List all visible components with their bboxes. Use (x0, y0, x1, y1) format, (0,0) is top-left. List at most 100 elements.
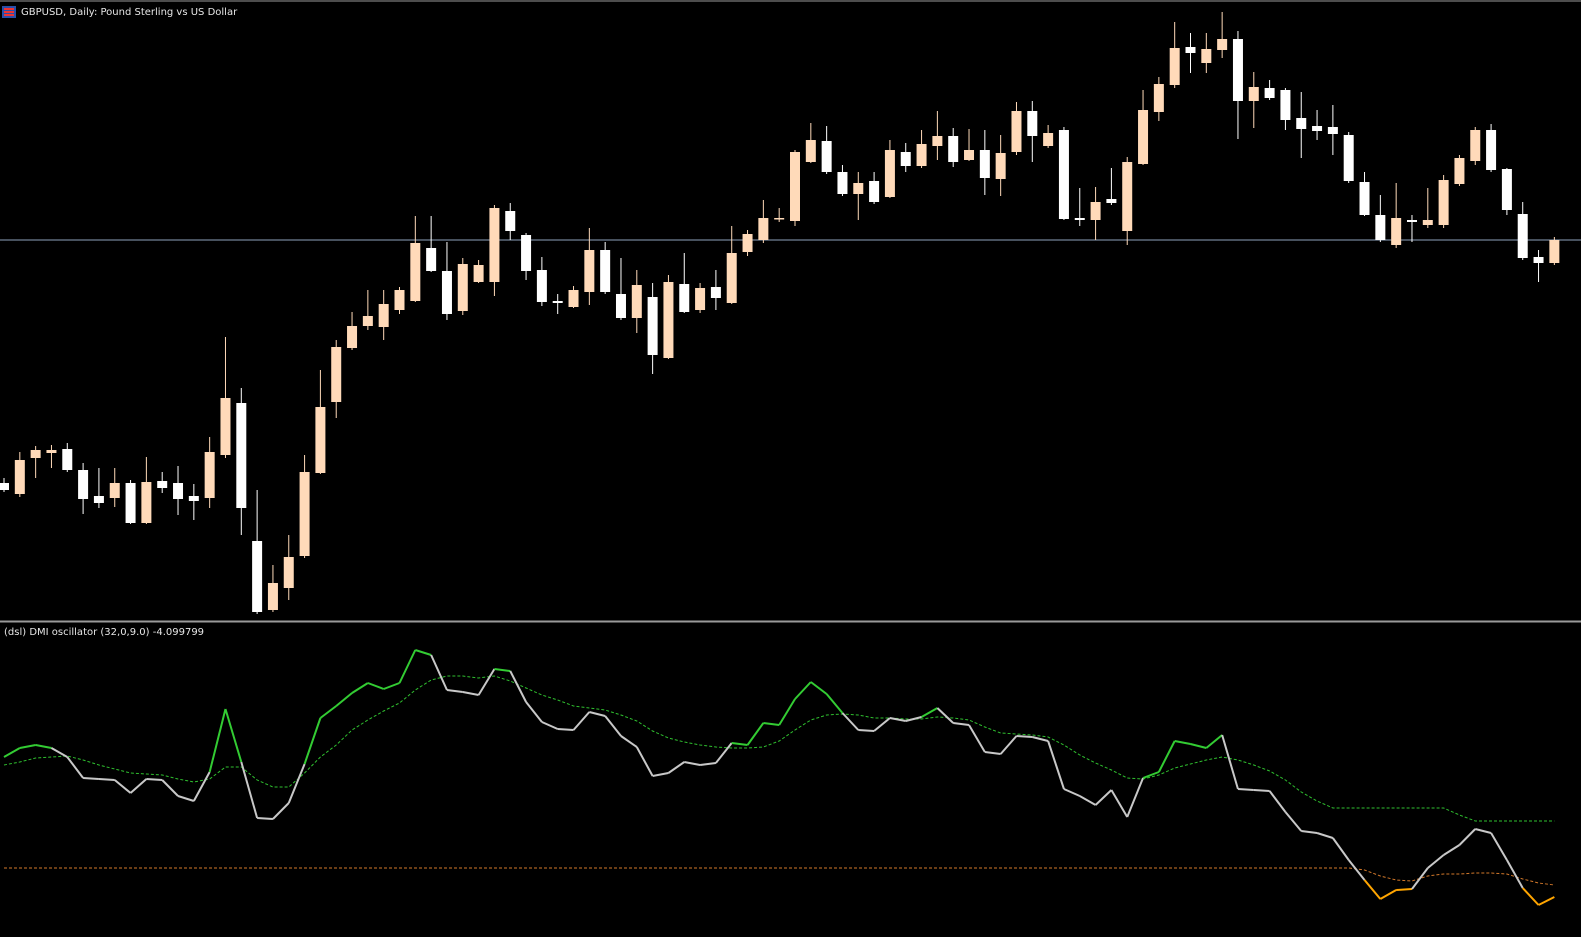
level-line (4, 867, 1555, 886)
oscillator-segment (1094, 789, 1113, 806)
oscillator-segment (1157, 740, 1176, 773)
candle-body (742, 234, 753, 252)
oscillator-segment (1205, 734, 1223, 749)
oscillator-segment (3, 747, 21, 758)
candle-body (916, 144, 927, 166)
candle-body (78, 470, 89, 499)
oscillator-segment (1521, 887, 1540, 906)
candle-body (1470, 130, 1481, 161)
candle-body (347, 326, 358, 348)
candle-body (204, 452, 215, 498)
signal-line (3, 675, 1555, 822)
candle-body (1486, 130, 1497, 170)
candle-body (1248, 87, 1259, 101)
oscillator-segment (1063, 788, 1081, 797)
candle-body (283, 557, 294, 588)
candle-body (1106, 199, 1117, 203)
candle-body (125, 483, 136, 523)
candle-body (236, 403, 247, 508)
oscillator-segment (1475, 828, 1492, 834)
candle-body (62, 449, 73, 470)
oscillator-segment (19, 744, 36, 749)
oscillator-segment (825, 693, 844, 714)
candle-body (979, 150, 990, 178)
oscillator-segment (114, 779, 132, 794)
oscillator-segment (430, 654, 448, 691)
symbol-icon (2, 6, 16, 18)
oscillator-segment (98, 778, 115, 781)
oscillator-segment (367, 682, 385, 690)
candle-body (426, 248, 437, 271)
oscillator-segment (415, 649, 432, 656)
oscillator-segment (525, 701, 543, 723)
candle-body (1312, 126, 1323, 131)
candle-body (726, 253, 737, 303)
candle-body (46, 450, 57, 453)
oscillator-segment (1443, 844, 1460, 856)
oscillator-segment (398, 649, 417, 684)
oscillator-segment (746, 722, 765, 746)
oscillator-segment (351, 682, 369, 694)
oscillator-segment (1538, 896, 1555, 906)
candle-body (299, 472, 310, 556)
candle-body (410, 243, 421, 301)
candle-body (0, 483, 9, 490)
candle-body (647, 297, 658, 355)
oscillator-segment (1174, 740, 1191, 745)
candle-body (267, 583, 278, 610)
candle-body (774, 218, 785, 220)
oscillator-segment (35, 744, 52, 749)
candle-body (900, 152, 911, 166)
oscillator-segment (699, 762, 717, 766)
candle-body (30, 450, 41, 458)
oscillator-segment (936, 707, 954, 724)
candle-body (758, 218, 769, 240)
candle-body (1406, 220, 1417, 222)
oscillator-segment (1126, 777, 1144, 818)
candle-body (157, 481, 168, 488)
oscillator-segment (635, 746, 654, 777)
oscillator-segment (604, 715, 622, 737)
candle-body (1359, 182, 1370, 215)
oscillator-segment (541, 721, 559, 730)
candle-body (173, 483, 184, 499)
oscillator-segment (1237, 788, 1254, 791)
oscillator-segment (50, 747, 68, 758)
oscillator-segment (953, 722, 970, 726)
oscillator-segment (477, 668, 496, 696)
oscillator-segment (1142, 771, 1160, 779)
candle-body (378, 304, 389, 327)
oscillator-segment (763, 722, 780, 726)
candle-body (995, 153, 1006, 179)
oscillator-segment (446, 689, 463, 693)
candle-body (93, 496, 104, 503)
candle-body (1296, 118, 1307, 129)
candle-body (1501, 169, 1512, 210)
candle-body (853, 183, 864, 194)
oscillator-segment (620, 735, 638, 748)
candle-body (457, 264, 468, 311)
candle-body (331, 347, 342, 402)
oscillator-segment (303, 717, 322, 765)
oscillator-segment (177, 795, 195, 802)
candle-body (964, 150, 975, 160)
candle-body (1327, 127, 1338, 134)
candle-body (1058, 130, 1069, 219)
indicator-title: (dsl) DMI oscillator (32,0,9.0) -4.09979… (4, 627, 204, 638)
candle-body (615, 294, 626, 318)
candle-body (188, 496, 199, 501)
candle-body (568, 290, 579, 307)
candle-body (600, 250, 611, 292)
oscillator-segment (889, 717, 906, 722)
candle-body (663, 282, 674, 358)
candle-body (948, 136, 959, 162)
candle-body (869, 181, 880, 202)
oscillator-segment (1047, 740, 1065, 790)
candle-body (1090, 202, 1101, 220)
candle-body (1422, 220, 1433, 225)
oscillator-segment (1284, 811, 1303, 832)
oscillator-segment (905, 716, 922, 722)
candle-body (489, 208, 500, 282)
